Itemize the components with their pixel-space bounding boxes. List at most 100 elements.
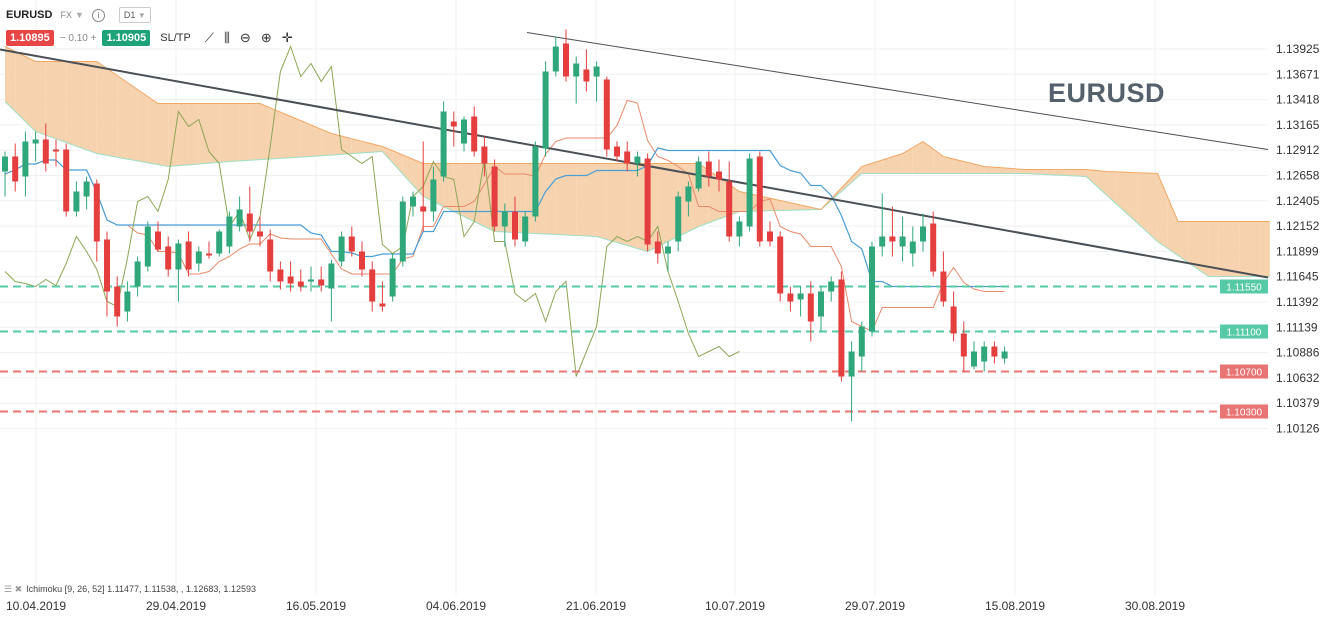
symbol-name[interactable]: EURUSD bbox=[6, 9, 53, 21]
zoom-in-icon[interactable]: ⊕ bbox=[260, 30, 272, 45]
candle-body bbox=[471, 116, 478, 152]
cloud-segment bbox=[66, 61, 77, 147]
candle-body bbox=[950, 306, 957, 334]
cloud-segment bbox=[586, 163, 597, 237]
timeframe-select[interactable]: D1 ▼ bbox=[118, 7, 151, 23]
level-badge bbox=[1220, 404, 1268, 419]
cloud-segment bbox=[1137, 172, 1148, 233]
settings-icon[interactable]: ☰ ✖ bbox=[4, 584, 23, 594]
x-tick-label: 29.07.2019 bbox=[845, 599, 905, 613]
cloud-segment bbox=[1014, 168, 1025, 174]
cloud-segment bbox=[219, 103, 230, 163]
cloud-segment bbox=[158, 103, 169, 167]
cloud-segment bbox=[800, 205, 811, 210]
candle-body bbox=[756, 156, 763, 242]
cloud-segment bbox=[1065, 169, 1076, 176]
tenkan-sen bbox=[4, 99, 1005, 333]
chevron-down-icon[interactable]: ▼ bbox=[74, 10, 84, 20]
level-label: 1.11550 bbox=[1226, 283, 1262, 294]
cloud-segment bbox=[953, 159, 964, 174]
plus-icon[interactable]: + bbox=[90, 32, 97, 44]
candle-body bbox=[124, 291, 131, 312]
indicator-legend: ☰ ✖ Ichimoku [9, 26, 52] 1.11477, 1.11538… bbox=[4, 584, 256, 595]
candle-body bbox=[563, 43, 569, 77]
cloud-segment bbox=[606, 163, 617, 243]
candle-body bbox=[797, 293, 804, 300]
cloud-segment bbox=[127, 82, 138, 161]
candle-body bbox=[165, 246, 172, 270]
cloud-segment bbox=[117, 75, 128, 160]
candle-body bbox=[675, 196, 682, 242]
candle-body bbox=[287, 276, 294, 284]
cloud-segment bbox=[1147, 173, 1158, 242]
cloud-segment bbox=[943, 156, 954, 174]
candle-body bbox=[909, 241, 916, 254]
cloud-segment bbox=[1259, 221, 1270, 277]
candle-body bbox=[828, 281, 835, 292]
candle-body bbox=[216, 231, 223, 254]
trendlines bbox=[0, 32, 1269, 279]
candle-body bbox=[430, 179, 437, 212]
crosshair-icon[interactable]: ✛ bbox=[281, 30, 293, 45]
candle-body bbox=[614, 146, 620, 157]
cloud-segment bbox=[464, 163, 475, 222]
candle-body bbox=[236, 209, 243, 227]
candle-body bbox=[665, 246, 671, 254]
cloud-segment bbox=[627, 163, 638, 249]
cloud-segment bbox=[851, 166, 862, 183]
candle-body bbox=[501, 211, 508, 227]
cloud-segment bbox=[1055, 169, 1066, 176]
sell-button[interactable]: 1.10895 bbox=[6, 30, 54, 46]
price-axis: 1.13925 1.13671 1.13418 1.13165 1.12912 1.126… bbox=[1276, 42, 1320, 436]
candle-body bbox=[736, 221, 743, 237]
candle-body bbox=[12, 156, 19, 182]
cloud-segment bbox=[45, 61, 56, 139]
candle-body bbox=[920, 226, 926, 242]
cloud-segment bbox=[1188, 221, 1199, 270]
y-tick-label: 1.11139 bbox=[1276, 320, 1318, 334]
cloud-segment bbox=[994, 167, 1005, 174]
candle-body bbox=[603, 79, 610, 150]
minus-icon[interactable]: − bbox=[59, 32, 66, 44]
cloud-segment bbox=[392, 150, 403, 174]
y-tick-label: 1.13925 bbox=[1276, 42, 1320, 56]
candle-body bbox=[42, 139, 49, 164]
candle-body bbox=[552, 46, 559, 72]
candle-body bbox=[960, 333, 967, 357]
cloud-segment bbox=[617, 163, 628, 246]
candle-body bbox=[134, 261, 141, 287]
cloud-segment bbox=[1116, 171, 1127, 214]
candle-body bbox=[440, 111, 447, 177]
x-tick-label: 10.07.2019 bbox=[705, 599, 765, 613]
cloud-segment bbox=[1004, 168, 1015, 174]
candle-body bbox=[971, 351, 977, 367]
cloud-segment bbox=[413, 159, 424, 197]
buy-button[interactable]: 1.10905 bbox=[102, 30, 151, 46]
candles-icon[interactable]: ⫼ bbox=[223, 30, 230, 45]
trade-bar: 1.10895 − 0.10 + 1.10905 SL/TP ⟋ ⫼ ⊖ ⊕ ✛ bbox=[6, 28, 293, 48]
candle-body bbox=[858, 326, 865, 357]
y-tick-label: 1.11899 bbox=[1276, 244, 1319, 258]
cloud-segment bbox=[576, 163, 587, 236]
candle-body bbox=[981, 346, 988, 362]
candle-body bbox=[848, 351, 855, 377]
cloud-segment bbox=[56, 61, 67, 143]
candle-body bbox=[195, 251, 202, 264]
zoom-out-icon[interactable]: ⊖ bbox=[239, 30, 251, 45]
candle-body bbox=[644, 158, 651, 245]
info-icon[interactable]: i bbox=[91, 8, 105, 22]
candle-body bbox=[246, 213, 253, 232]
cloud-segment bbox=[596, 163, 607, 240]
cloud-segment bbox=[780, 200, 791, 211]
trendline-icon[interactable]: ⟋ bbox=[204, 30, 214, 45]
candle-body bbox=[634, 156, 641, 164]
cloud-segment bbox=[984, 166, 995, 174]
cloud-segment bbox=[168, 103, 179, 167]
candle-body bbox=[399, 201, 406, 262]
candle-body bbox=[420, 206, 427, 212]
cloud-segment bbox=[331, 133, 342, 156]
sltp-button[interactable]: SL/TP bbox=[160, 32, 191, 44]
candle-body bbox=[410, 196, 416, 207]
cloud-segment bbox=[923, 141, 934, 174]
